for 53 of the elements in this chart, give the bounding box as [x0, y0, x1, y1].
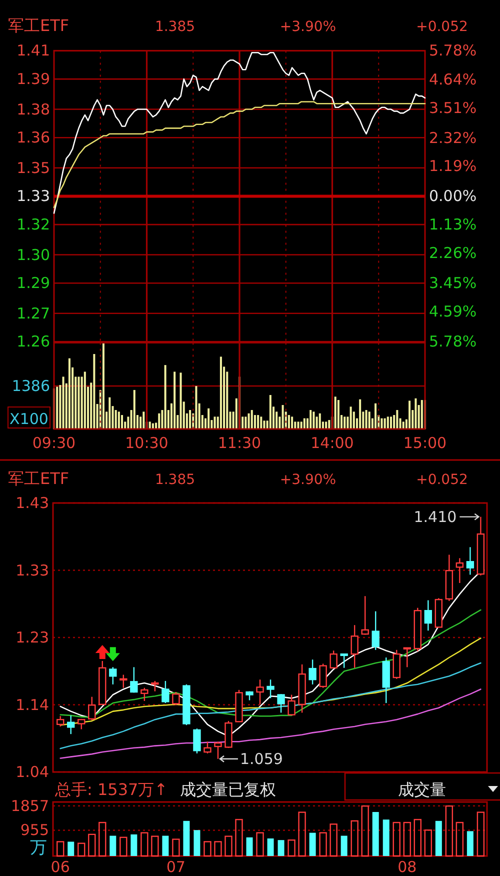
chart-title: 军工ETF — [8, 469, 70, 488]
y-tick-label: 1.33 — [16, 561, 49, 580]
y-tick-label: 1.23 — [16, 628, 49, 646]
x-tick-label: 10:30 — [125, 434, 168, 452]
x-tick-label: 06 — [50, 858, 70, 876]
y2-tick-label: 5.78% — [429, 332, 477, 351]
y2-tick-label: 3.51% — [429, 98, 477, 117]
y-tick-label: 1.39 — [16, 70, 50, 88]
text: +3.90% — [280, 19, 336, 35]
y-tick-label: 1.43 — [16, 494, 49, 512]
text: 1.385 — [154, 472, 196, 488]
y-tick-label: 1.26 — [16, 332, 50, 351]
y2-tick-label: 0.00% — [429, 187, 477, 206]
y-tick-label: 1.36 — [16, 128, 50, 147]
y2-tick-label: 1.13% — [429, 216, 477, 234]
x-tick-label: 11:30 — [218, 434, 262, 452]
y-tick-label: 1.04 — [16, 763, 49, 781]
text: +0.052 — [416, 472, 468, 488]
y2-tick-label: 2.32% — [429, 128, 477, 147]
text: 成交量已复权 — [180, 780, 276, 799]
text: 成交量 — [398, 780, 446, 799]
text: +0.052 — [416, 19, 468, 35]
y2-tick-label: 2.26% — [429, 244, 477, 262]
text: 1386 — [12, 377, 50, 395]
x-tick-label: 08 — [398, 858, 417, 876]
y-tick-label: 1.41 — [16, 42, 50, 60]
y-tick-label: 1.30 — [16, 246, 50, 264]
text: 1.385 — [154, 19, 196, 35]
y-tick-label: 1.35 — [16, 158, 50, 177]
text: 总手: 1537万↑ — [54, 780, 168, 799]
y2-tick-label: 4.59% — [429, 302, 477, 321]
y-axis-title: 万 — [30, 838, 47, 858]
y-tick-label: 1.38 — [16, 100, 50, 118]
y2-tick-label: 3.45% — [429, 274, 477, 292]
y2-tick-label: 1.19% — [429, 157, 477, 176]
y-tick-label: 1.14 — [16, 696, 49, 714]
y-tick-label: 1.33 — [16, 187, 50, 206]
y2-tick-label: 4.64% — [429, 70, 477, 88]
y-tick-label: 1857 — [10, 796, 49, 815]
annotation: 1.410 — [414, 508, 457, 526]
text: +3.90% — [280, 472, 336, 488]
chart-title: 军工ETF — [8, 16, 70, 35]
y-tick-label: 1.27 — [16, 304, 50, 322]
x-tick-label: 14:00 — [310, 434, 354, 452]
y-tick-label: 1.29 — [16, 274, 50, 292]
y2-tick-label: 5.78% — [429, 42, 477, 60]
y-tick-label: 955 — [20, 821, 49, 840]
annotation: 1.059 — [240, 750, 283, 768]
text: X100 — [10, 410, 48, 428]
x-tick-label: 15:00 — [403, 434, 447, 452]
y-tick-label: 1.32 — [16, 216, 50, 234]
x-tick-label: 07 — [166, 858, 186, 876]
x-tick-label: 09:30 — [32, 434, 76, 452]
